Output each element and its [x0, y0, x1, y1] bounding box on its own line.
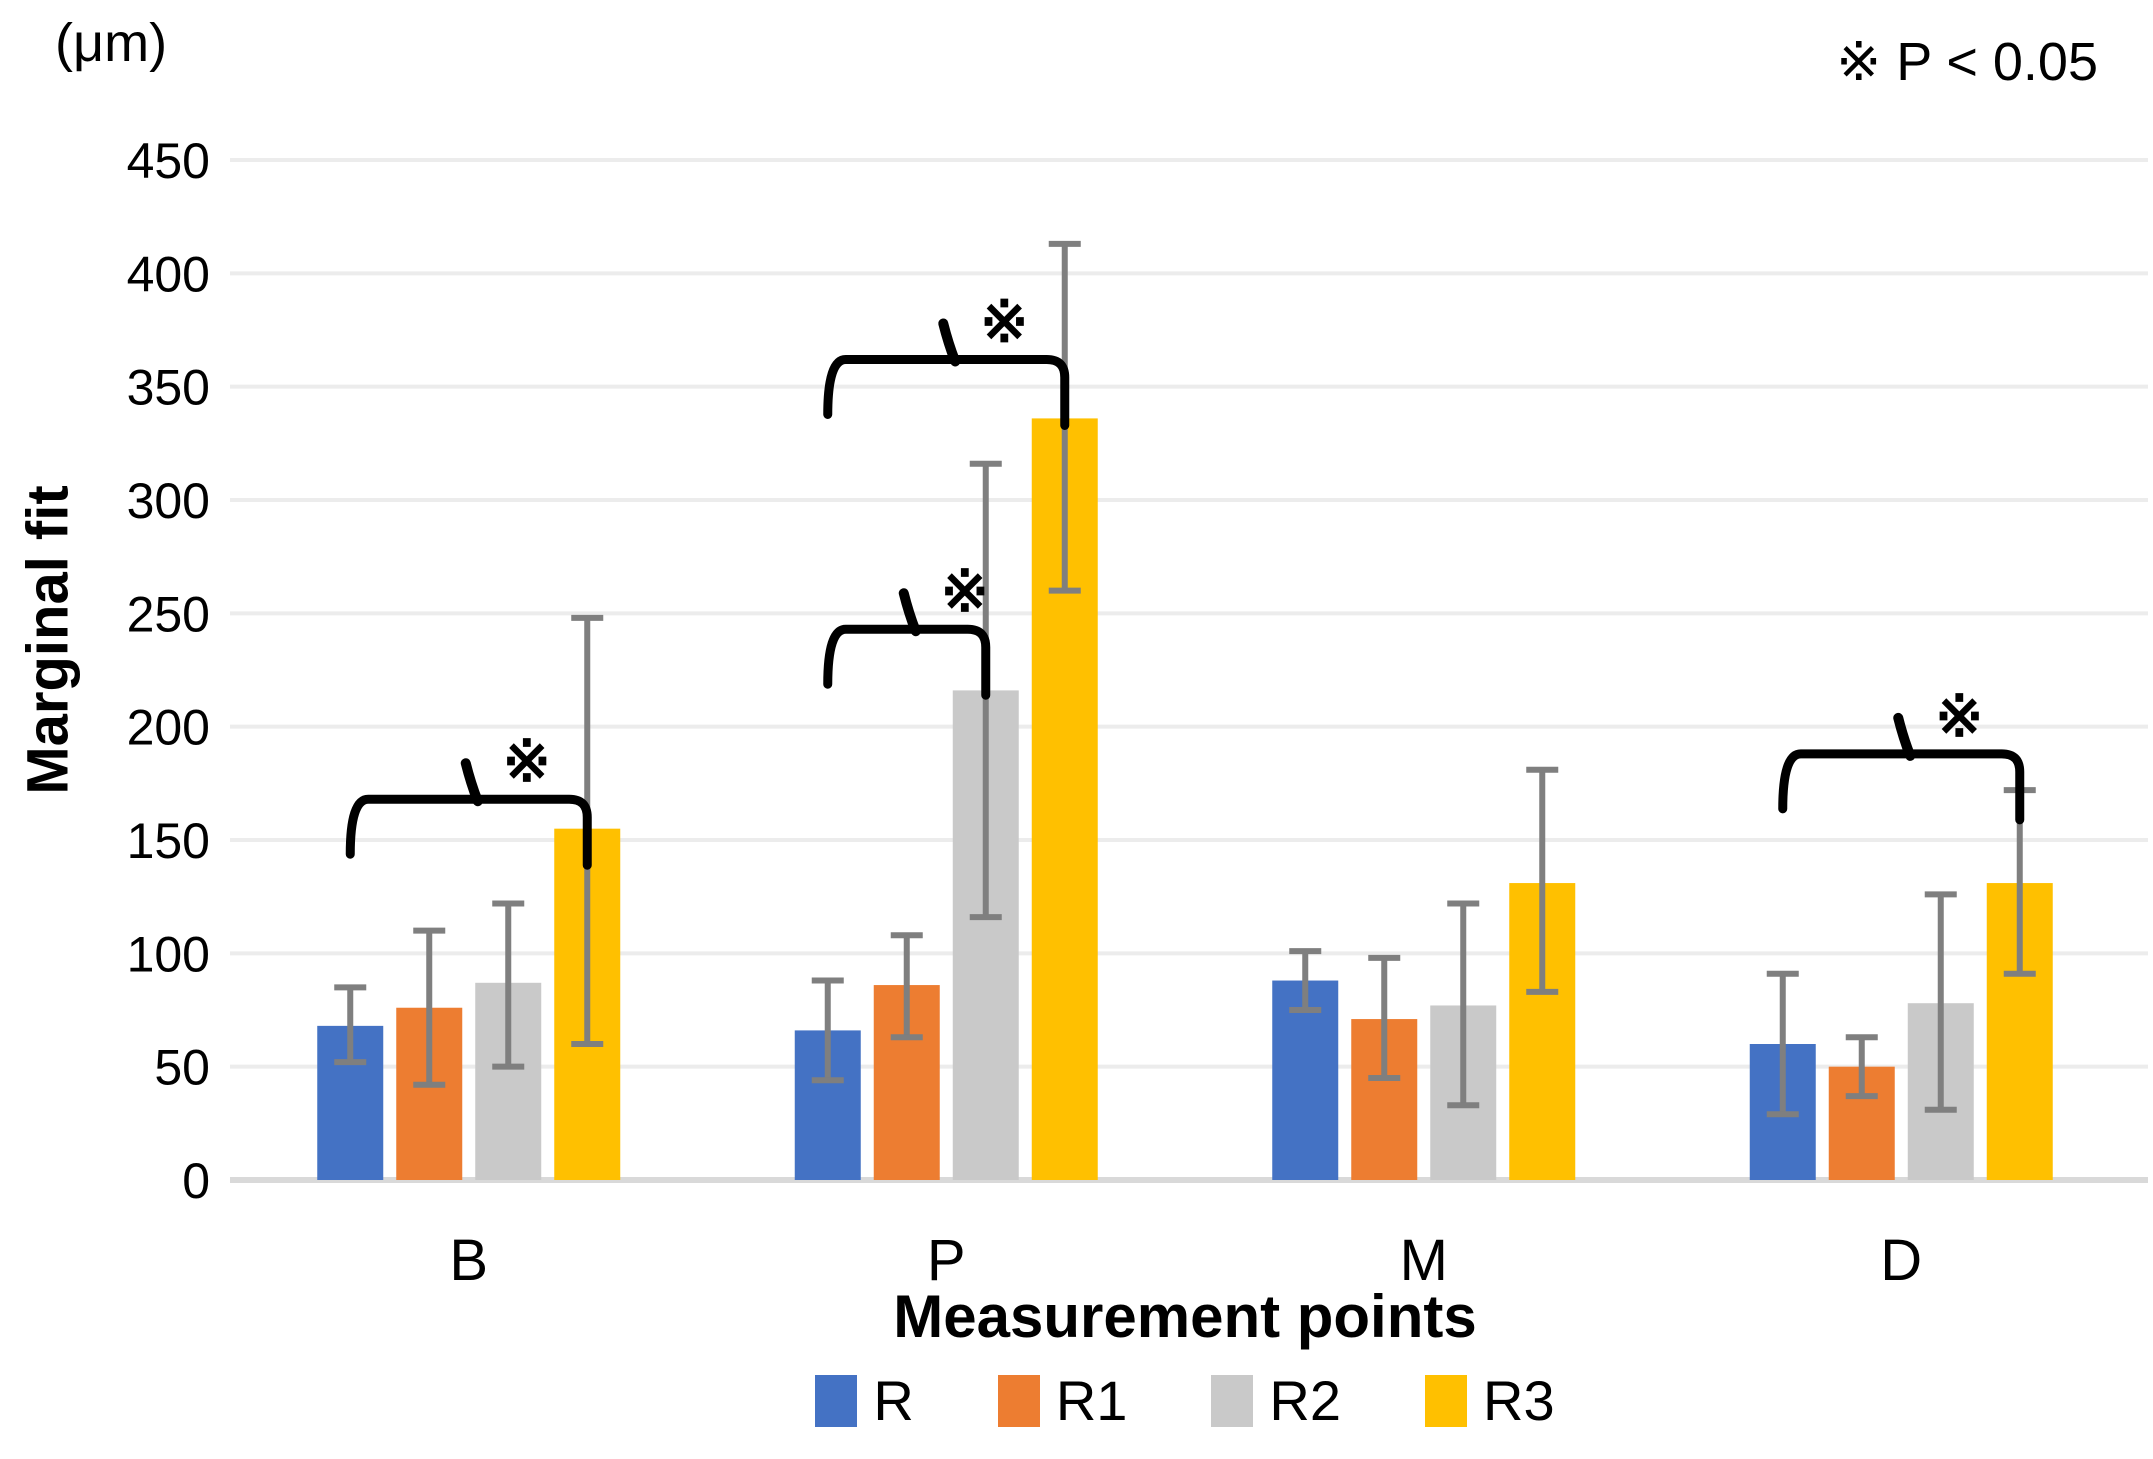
bracket-cusp-B [460, 758, 483, 807]
legend-label-R3: R3 [1483, 1369, 1555, 1432]
y-tick-label-0: 0 [182, 1153, 210, 1209]
legend-swatch-R2 [1211, 1374, 1254, 1427]
category-label-B: B [449, 1228, 488, 1293]
significance-bracket-P-R-R2 [823, 624, 991, 700]
category-label-P: P [927, 1228, 966, 1293]
y-tick-label-350: 350 [127, 360, 210, 416]
x-axis-title: Measurement points [893, 1283, 1477, 1350]
bracket-cusp-P [898, 588, 921, 637]
legend-label-R1: R1 [1055, 1369, 1128, 1432]
significance-marker-B-R-R3: ※ [502, 729, 551, 794]
significance-bracket-D-R-R3 [1778, 749, 2025, 825]
legend-item-R2: R2 [1211, 1368, 1341, 1433]
y-tick-label-200: 200 [127, 700, 210, 756]
y-axis-title: Marginal fit [15, 485, 81, 795]
y-tick-label-450: 450 [127, 133, 210, 189]
y-tick-label-100: 100 [127, 926, 210, 982]
category-label-M: M [1400, 1228, 1448, 1293]
legend-swatch-R1 [997, 1374, 1040, 1427]
legend-swatch-R [815, 1374, 858, 1427]
y-tick-label-50: 50 [154, 1040, 210, 1096]
legend: R R1 R2 R3 [230, 1368, 2140, 1433]
significance-marker-P-R-R3: ※ [980, 289, 1029, 354]
legend-item-R3: R3 [1425, 1368, 1555, 1433]
legend-item-R: R [815, 1368, 914, 1433]
significance-bracket-P-R-R3 [823, 354, 1070, 430]
significance-note: ※ P < 0.05 [1836, 32, 2098, 92]
category-label-D: D [1880, 1228, 1922, 1293]
y-axis-unit-label: (μm) [55, 13, 168, 73]
bar-M-R [1272, 980, 1339, 1180]
legend-item-R1: R1 [997, 1368, 1128, 1433]
y-tick-label-400: 400 [127, 246, 210, 302]
bracket-cusp-P [938, 318, 961, 367]
legend-label-R2: R2 [1269, 1369, 1342, 1432]
legend-label-R: R [873, 1369, 914, 1432]
bracket-cusp-D [1893, 712, 1916, 761]
significance-bracket-B-R-R3 [345, 794, 592, 870]
legend-swatch-R3 [1425, 1374, 1468, 1427]
y-tick-label-150: 150 [127, 813, 210, 869]
y-tick-label-250: 250 [127, 586, 210, 642]
y-tick-label-300: 300 [127, 473, 210, 529]
significance-marker-D-R-R3: ※ [1935, 684, 1984, 749]
significance-marker-P-R-R2: ※ [940, 559, 989, 624]
